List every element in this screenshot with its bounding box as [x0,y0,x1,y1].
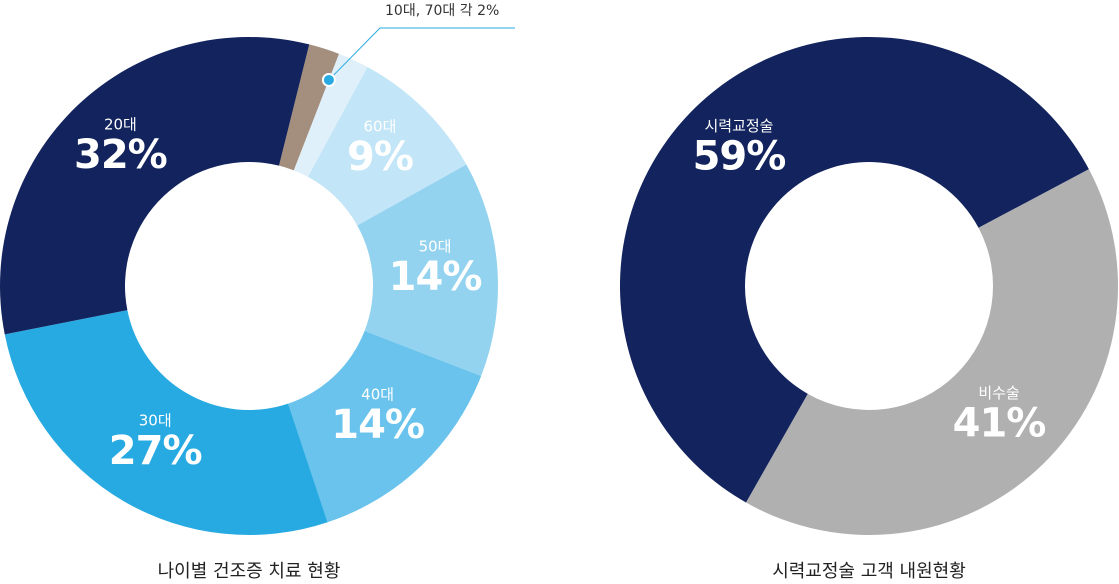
donut-segment [0,37,310,335]
segment-category: 30대 [139,412,172,430]
donut-segment [4,310,328,536]
segment-category: 시력교정술 [704,117,773,135]
segment-value-label: 41% [953,401,1046,447]
donut-segment [746,169,1119,536]
annotation: 10대, 70대 각 2% [385,3,499,19]
segment-value-label: 14% [331,402,424,448]
annotation-dot [321,72,336,87]
segment-value-label: 59% [693,133,786,179]
chart-title: 나이별 건조증 치료 현황 [158,561,341,582]
segment-category: 60대 [364,118,397,136]
segment-category: 20대 [104,115,137,133]
segment-category: 50대 [419,237,452,255]
segment-category: 비수술 [978,384,1019,402]
chart-title: 시력교정술 고객 내원현황 [772,561,966,582]
annotation-leader [328,27,515,81]
donut-segment [293,53,368,177]
donut-segment [357,164,498,377]
donut-segment [288,330,482,523]
segment-value-label: 9% [347,134,413,180]
segment-value-label: 32% [74,132,167,178]
donut-segment [620,37,1089,503]
segment-category: 40대 [361,386,394,404]
segment-value-label: 14% [389,254,482,300]
donut-segment [307,66,467,226]
segment-value-label: 27% [109,428,202,474]
